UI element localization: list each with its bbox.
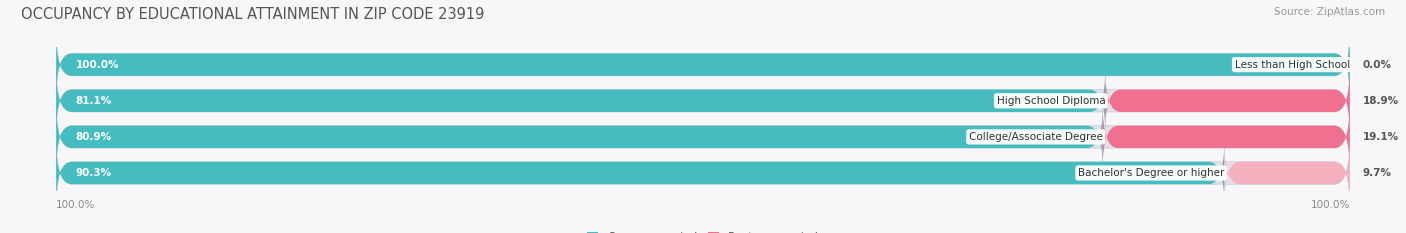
FancyBboxPatch shape (56, 33, 1350, 97)
Text: 81.1%: 81.1% (76, 96, 112, 106)
FancyBboxPatch shape (1225, 141, 1350, 205)
Text: 0.0%: 0.0% (1362, 60, 1392, 70)
Text: 18.9%: 18.9% (1362, 96, 1399, 106)
Text: Source: ZipAtlas.com: Source: ZipAtlas.com (1274, 7, 1385, 17)
FancyBboxPatch shape (56, 141, 1225, 205)
Text: 100.0%: 100.0% (76, 60, 120, 70)
Text: Bachelor's Degree or higher: Bachelor's Degree or higher (1078, 168, 1225, 178)
Text: OCCUPANCY BY EDUCATIONAL ATTAINMENT IN ZIP CODE 23919: OCCUPANCY BY EDUCATIONAL ATTAINMENT IN Z… (21, 7, 485, 22)
FancyBboxPatch shape (1102, 105, 1350, 169)
FancyBboxPatch shape (56, 141, 1350, 205)
Text: 9.7%: 9.7% (1362, 168, 1392, 178)
FancyBboxPatch shape (1105, 69, 1350, 133)
FancyBboxPatch shape (56, 69, 1350, 133)
Text: 100.0%: 100.0% (1310, 200, 1350, 210)
Text: College/Associate Degree: College/Associate Degree (969, 132, 1102, 142)
Text: 80.9%: 80.9% (76, 132, 111, 142)
Text: 90.3%: 90.3% (76, 168, 111, 178)
Text: 19.1%: 19.1% (1362, 132, 1399, 142)
FancyBboxPatch shape (56, 69, 1105, 133)
Text: High School Diploma: High School Diploma (997, 96, 1105, 106)
Legend: Owner-occupied, Renter-occupied: Owner-occupied, Renter-occupied (582, 227, 824, 233)
Text: Less than High School: Less than High School (1234, 60, 1350, 70)
FancyBboxPatch shape (56, 105, 1350, 169)
FancyBboxPatch shape (56, 105, 1102, 169)
FancyBboxPatch shape (56, 33, 1350, 97)
Text: 100.0%: 100.0% (56, 200, 96, 210)
